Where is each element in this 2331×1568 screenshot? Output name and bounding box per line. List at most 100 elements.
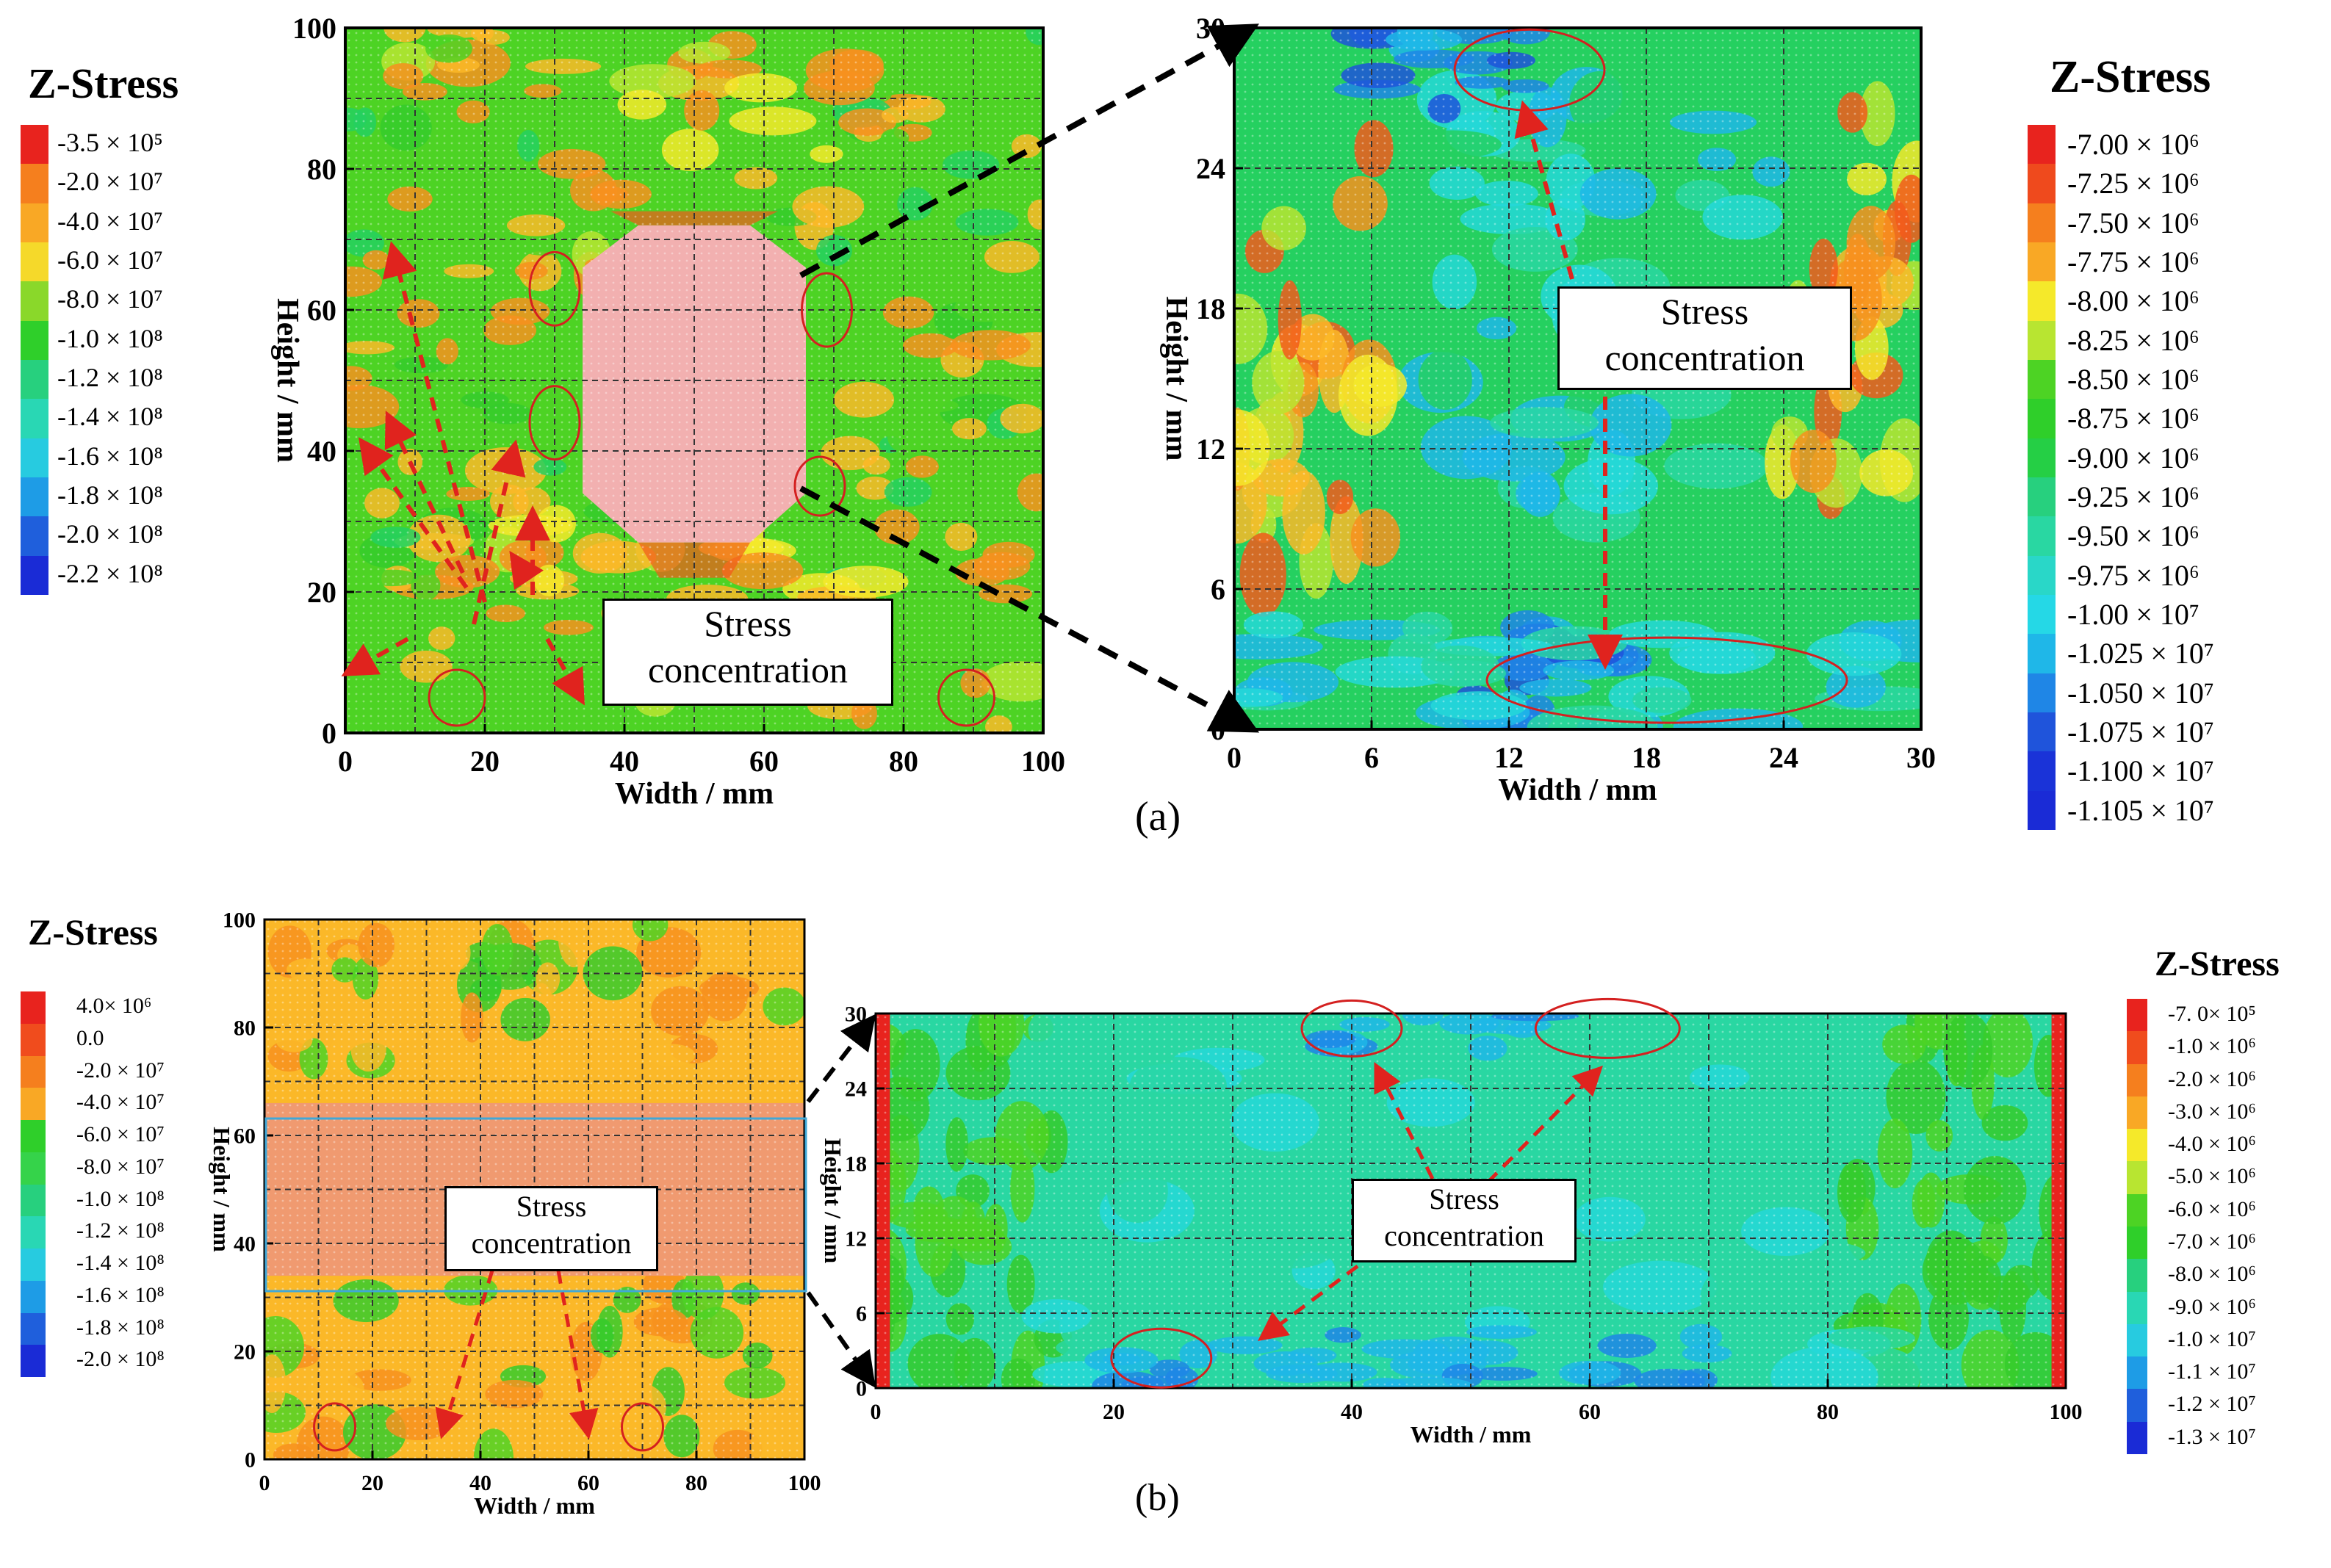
x-tick-label: 60 [1579,1400,1601,1424]
colorbar-swatch [2127,1421,2147,1454]
colorbar-label: -6.0 × 10⁷ [76,1122,165,1146]
annotation-arrow [545,637,585,706]
grid-lines [876,1014,2066,1388]
colorbar-swatch [21,991,46,1024]
colorbar-label: -9.50 × 10⁶ [2067,519,2200,553]
colorbar-labels: 4.0× 10⁶ 0.0 -2.0 × 10⁷ -4.0 × 10⁷ -6.0 × 10… [76,990,165,1376]
colorbar-label: -7.00 × 10⁶ [2067,128,2200,161]
colorbar-label: -9.75 × 10⁶ [2067,558,2200,592]
colorbar-swatch [2028,712,2056,752]
annotation-arrow [435,1270,494,1439]
annotation-line-1: Stress [1660,291,1749,332]
y-tick-label: 30 [845,1002,867,1027]
colorbar-label: -2.0 × 10⁷ [76,1058,165,1083]
colorbar-swatch [2028,399,2056,438]
stress-ellipse [428,668,486,727]
x-tick-label: 40 [469,1471,491,1495]
colorbar-swatch [21,438,48,477]
colorbar-swatch [2028,281,2056,321]
colorbar-label: -8.00 × 10⁶ [2067,284,2200,318]
colorbar-label: -1.2 × 10⁸ [76,1218,165,1243]
colorbar-title: Z-Stress [28,59,179,107]
annotation-arrow [341,637,409,676]
colorbar-label: -2.2 × 10⁸ [57,558,163,588]
stress-ellipse [1534,997,1681,1059]
x-tick-label: 0 [338,745,353,778]
colorbar-swatch [2028,594,2056,635]
y-tick-label: 18 [1196,292,1225,325]
colorbar-swatch [21,242,48,282]
colorbar-label: -9.00 × 10⁶ [2067,441,2200,474]
colorbar-swatch [2127,1096,2147,1130]
colorbar-label: -3.5 × 10⁵ [57,128,163,157]
colorbar-label: -1.2 × 10⁸ [57,362,163,392]
colorbar-label: 0.0 [76,1025,104,1050]
y-tick-label: 40 [307,435,336,468]
annotation-line-2: concentration [1604,336,1805,378]
colorbar-label: -6.0 × 10⁶ [2168,1196,2256,1221]
colorbar-label: -1.025 × 10⁷ [2067,637,2214,671]
colorbar-label: -9.25 × 10⁶ [2067,480,2200,513]
colorbar-label: -8.0 × 10⁷ [57,284,163,314]
colorbar-swatch [2028,164,2056,203]
y-axis-title: Height / mm [270,298,304,463]
stress-ellipse [1485,636,1848,724]
colorbar-label: -1.3 × 10⁷ [2168,1424,2256,1449]
colorbar-swatch [2028,673,2056,712]
colorbar-label: -1.8 × 10⁸ [76,1315,165,1340]
colorbar-swatches [2028,125,2056,830]
plot-a-zoom-svg: 0 6 12 18 24 30 0 6 12 18 24 30 Width / mm Height / m… [1159,12,1936,807]
x-tick-label: 100 [788,1471,821,1495]
colorbar-label: 4.0× 10⁶ [76,994,152,1018]
colorbar-swatch [21,1280,46,1313]
colorbar-swatch [2028,516,2056,556]
panel-label-b: (b) [1135,1477,1180,1519]
colorbar-swatch [2127,999,2147,1032]
x-tick-label: 18 [1632,741,1661,774]
y-tick-label: 80 [307,153,336,186]
plot-frame [1233,26,1923,731]
colorbar-swatch [21,1184,46,1217]
colorbar-label: -7.25 × 10⁶ [2067,167,2200,200]
colorbar-label: -7.0 × 10⁶ [2168,1229,2256,1254]
colorbar-label: -1.075 × 10⁷ [2067,715,2214,748]
colorbar-label: -1.0 × 10⁶ [2168,1034,2256,1059]
annotation-line-1: Stress [1429,1182,1499,1215]
colorbar-label: -1.050 × 10⁷ [2067,676,2214,709]
colorbar-title: Z-Stress [2050,52,2211,102]
y-tick-label: 20 [234,1340,256,1365]
x-tick-label: 60 [749,745,779,778]
x-axis-title: Width / mm [474,1492,595,1519]
x-axis-title: Width / mm [615,777,774,811]
x-tick-label: 20 [361,1471,383,1495]
y-tick-label: 100 [223,908,256,933]
colorbar-swatch [21,125,48,165]
stress-ellipse [313,1402,357,1452]
y-tick-label: 60 [307,294,336,327]
colorbar-label: -2.0 × 10⁶ [2168,1066,2256,1091]
y-tick-label: 40 [234,1232,256,1257]
colorbar-swatch [21,477,48,517]
colorbar-label: -4.0 × 10⁷ [57,206,163,236]
x-tick-label: 40 [1341,1400,1363,1424]
annotation-box-b-left: Stress concentration [444,1186,658,1271]
colorbar-swatch [21,1120,46,1152]
colorbar-swatch [21,359,48,400]
colorbar-label: -2.0 × 10⁸ [57,519,163,549]
colorbar-title: Z-Stress [28,911,158,953]
annotation-box-b-right: Stress concentration [1352,1179,1577,1262]
colorbar-b-left: Z-Stress 4.0× 10⁶ 0.0 -2.0 × 10⁷ -4.0 × 10⁷… [21,911,256,1388]
colorbar-label: -1.0 × 10⁸ [76,1186,165,1211]
colorbar-label: -1.6 × 10⁸ [57,441,163,471]
plot-a-full: 0 20 40 60 80 100 0 20 40 60 80 100 Width / mm Height… [242,12,1087,837]
x-axis-title: Width / mm [1411,1421,1532,1448]
colorbar-label: -1.00 × 10⁷ [2067,597,2200,631]
colorbar-swatch [2127,1063,2147,1096]
colorbar-swatches [21,991,46,1377]
plot-frame [344,26,1045,734]
x-tick-label: 80 [889,745,918,778]
x-tick-label: 0 [1227,741,1242,774]
colorbar-swatch [21,1312,46,1345]
colorbar-label: -3.0 × 10⁶ [2168,1099,2256,1124]
colorbar-swatch [2127,1031,2147,1064]
